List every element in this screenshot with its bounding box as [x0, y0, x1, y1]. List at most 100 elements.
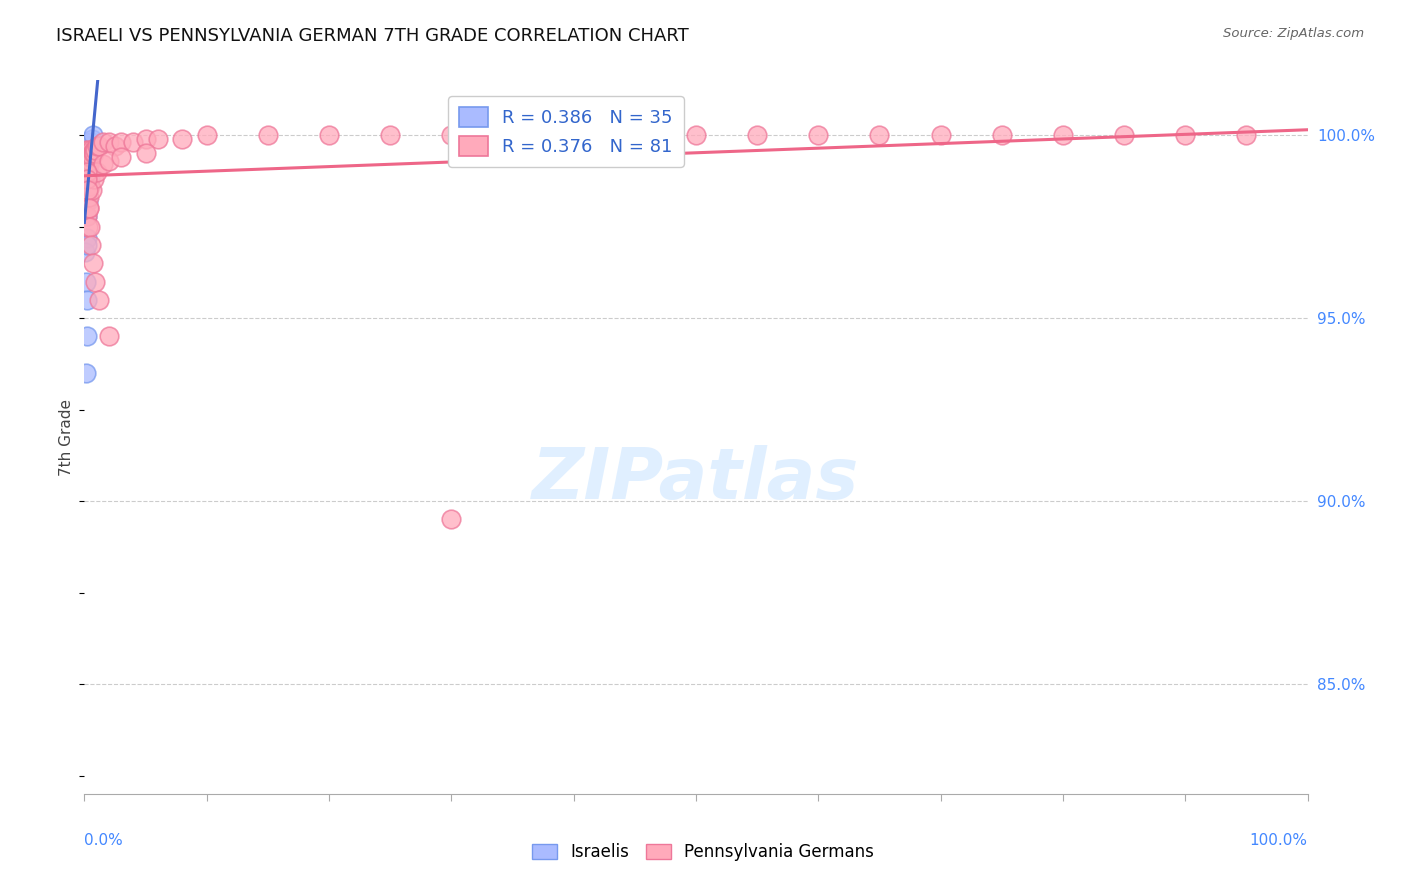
Point [75, 183, 97, 197]
Point [79, 139, 101, 153]
Text: 0.0%: 0.0% [84, 833, 124, 848]
Point [79, 146, 101, 161]
Point [77, 139, 100, 153]
Point [75, 366, 97, 380]
Legend: R = 0.386   N = 35, R = 0.376   N = 81: R = 0.386 N = 35, R = 0.376 N = 81 [449, 96, 683, 167]
Point [77, 146, 100, 161]
Text: ISRAELI VS PENNSYLVANIA GERMAN 7TH GRADE CORRELATION CHART: ISRAELI VS PENNSYLVANIA GERMAN 7TH GRADE… [56, 27, 689, 45]
Point [76, 329, 98, 343]
Point [1052, 128, 1074, 143]
Point [562, 128, 585, 143]
Point [79, 143, 101, 157]
Point [110, 150, 132, 164]
Point [97, 329, 120, 343]
Point [1174, 128, 1197, 143]
Point [257, 128, 280, 143]
Point [76, 153, 98, 168]
Point [76, 146, 98, 161]
Point [807, 128, 830, 143]
Point [75, 150, 97, 164]
Point [104, 139, 127, 153]
Point [75, 245, 97, 260]
Point [440, 512, 463, 526]
Legend: Israelis, Pennsylvania Germans: Israelis, Pennsylvania Germans [526, 837, 880, 868]
Point [110, 136, 132, 150]
Point [83, 146, 105, 161]
Point [75, 143, 97, 157]
Point [869, 128, 891, 143]
Point [76, 146, 98, 161]
Point [77, 202, 100, 216]
Point [76, 146, 98, 161]
Point [76, 238, 98, 252]
Point [929, 128, 952, 143]
Point [79, 172, 101, 186]
Point [75, 153, 97, 168]
Point [91, 136, 114, 150]
Point [76, 172, 98, 186]
Point [77, 165, 100, 179]
Point [77, 190, 100, 204]
Point [76, 153, 98, 168]
Point [440, 128, 463, 143]
Point [76, 183, 98, 197]
Point [172, 132, 194, 146]
Point [76, 209, 98, 223]
Point [75, 143, 97, 157]
Point [77, 219, 100, 234]
Point [73, 153, 96, 168]
Point [75, 146, 97, 161]
Point [502, 128, 524, 143]
Point [76, 143, 98, 157]
Point [80, 143, 103, 157]
Point [91, 157, 114, 171]
Point [1114, 128, 1136, 143]
Point [84, 143, 107, 157]
Point [685, 128, 707, 143]
Point [77, 157, 100, 171]
Point [83, 172, 105, 186]
Point [82, 256, 104, 270]
Text: Source: ZipAtlas.com: Source: ZipAtlas.com [1223, 27, 1364, 40]
Point [87, 139, 110, 153]
Point [86, 165, 108, 179]
Point [75, 150, 97, 164]
Point [135, 146, 157, 161]
Point [75, 172, 97, 186]
Point [82, 150, 104, 164]
Point [76, 150, 98, 164]
Text: 100.0%: 100.0% [1250, 833, 1308, 848]
Point [75, 139, 97, 153]
Point [80, 183, 103, 197]
Point [79, 219, 101, 234]
Point [80, 238, 103, 252]
Point [84, 275, 107, 289]
Point [318, 128, 340, 143]
Point [87, 293, 110, 307]
Point [86, 139, 108, 153]
Point [747, 128, 769, 143]
Point [77, 153, 100, 168]
Point [75, 275, 97, 289]
Point [75, 136, 97, 150]
Point [991, 128, 1014, 143]
Point [77, 150, 100, 164]
Point [97, 153, 120, 168]
Point [146, 132, 169, 146]
Point [77, 202, 100, 216]
Point [76, 150, 98, 164]
Point [135, 132, 157, 146]
Point [77, 150, 100, 164]
Point [76, 165, 98, 179]
Point [80, 136, 103, 150]
Point [77, 157, 100, 171]
Point [83, 143, 105, 157]
Point [380, 128, 402, 143]
Point [77, 153, 100, 168]
Text: ZIPatlas: ZIPatlas [533, 445, 859, 515]
Point [82, 128, 104, 143]
Point [79, 150, 101, 164]
Point [77, 143, 100, 157]
Point [79, 146, 101, 161]
Point [76, 146, 98, 161]
